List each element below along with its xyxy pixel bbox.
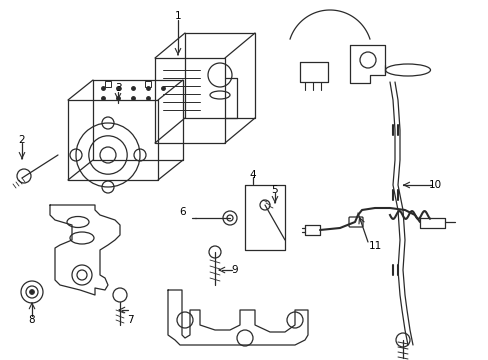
Text: 8: 8: [29, 315, 35, 325]
Circle shape: [29, 289, 35, 294]
Text: 1: 1: [174, 11, 181, 21]
Text: 9: 9: [231, 265, 238, 275]
Text: 6: 6: [179, 207, 186, 217]
Text: 3: 3: [115, 83, 121, 93]
Text: 7: 7: [126, 315, 133, 325]
Text: 11: 11: [367, 241, 381, 251]
Text: 5: 5: [271, 185, 278, 195]
Text: 10: 10: [427, 180, 441, 190]
Text: 4: 4: [249, 170, 256, 180]
Text: 2: 2: [19, 135, 25, 145]
